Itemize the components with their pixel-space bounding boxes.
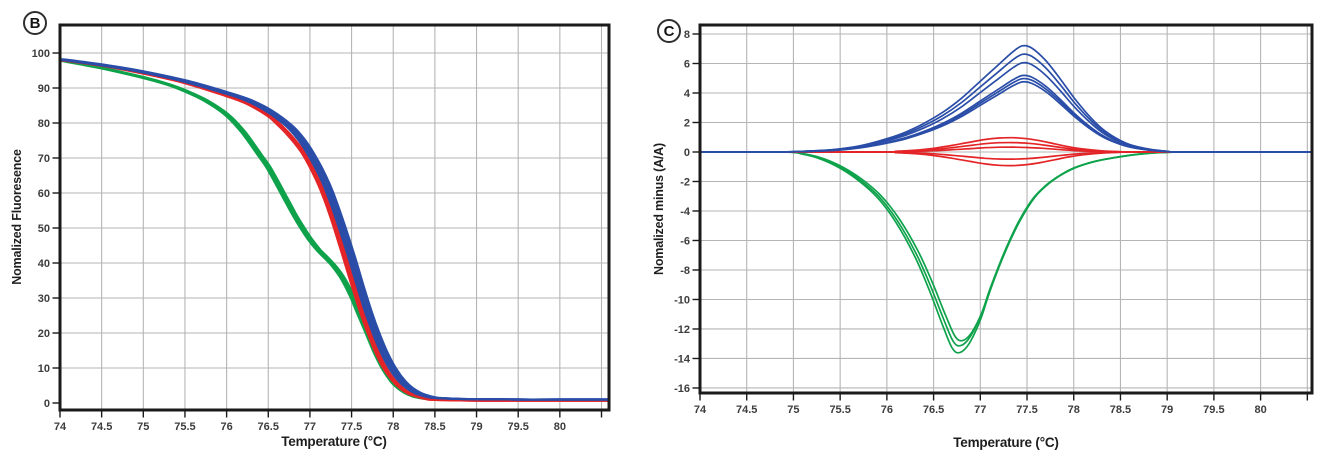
chart-B: 74 74.5 75 75.5 76 76.5 77 77.5 78 78.5 79 79.5 80 0 1… (32, 23, 611, 433)
series-red-difference (700, 136, 1312, 167)
x-tick-label: 78 (387, 421, 399, 433)
y-axis-label-b: Nomalized Fluoresence (10, 149, 24, 285)
x-axis-label-b: Temperature (°C) (281, 434, 387, 449)
y-tick-label: 30 (38, 293, 50, 305)
blue-difference-curve (700, 44, 1312, 153)
x-tick-label: 76.5 (923, 404, 944, 416)
tick-marks-B (52, 52, 603, 418)
y-tick-label: 2 (684, 117, 690, 129)
x-tick-label: 79 (470, 421, 482, 433)
red-difference-curve (700, 136, 1312, 153)
plot-frame-C (698, 23, 1314, 395)
y-tick-label: -12 (674, 324, 690, 336)
panel-badge-b: B (23, 11, 47, 35)
x-tick-label: 80 (1254, 404, 1266, 416)
y-tick-label: -4 (680, 206, 691, 218)
x-tick-label: 75.5 (174, 421, 195, 433)
y-tick-label: 0 (44, 398, 50, 410)
blue-wildtype-curve (60, 58, 607, 401)
y-tick-label: -16 (674, 383, 690, 395)
red-variant-curve (60, 59, 609, 402)
blue-wildtype-curve (60, 58, 609, 401)
y-tick-label: 6 (684, 58, 690, 70)
y-tick-label: 40 (38, 258, 50, 270)
y-axis-label-c: Nomalized minus (A/A) (652, 143, 666, 275)
series-green-difference (700, 150, 1312, 354)
chart-C: 74 74.5 75 75.5 76 76.5 77 77.5 78 78.5 79 79.5 80 8 6… (674, 23, 1314, 416)
y-tick-label: 80 (38, 118, 50, 130)
plot-frame-B (58, 23, 611, 412)
y-tick-label: 50 (38, 223, 50, 235)
x-tick-label: 78 (1068, 404, 1080, 416)
x-tick-label: 80 (554, 421, 566, 433)
x-tick-label: 75 (137, 421, 149, 433)
green-variant-curve (60, 59, 608, 401)
y-tick-label: -2 (680, 176, 690, 188)
y-tick-label: 60 (38, 188, 50, 200)
x-tick-label: 76 (220, 421, 232, 433)
x-tick-label: 77.5 (1016, 404, 1037, 416)
green-difference-curve (701, 150, 1312, 342)
series-C (700, 44, 1312, 354)
x-tick-label: 79.5 (1203, 404, 1224, 416)
x-tick-label: 78.5 (424, 421, 445, 433)
red-difference-curve (700, 151, 1312, 167)
x-tick-label: 74.5 (736, 404, 757, 416)
x-tick-label: 76 (881, 404, 893, 416)
series-red-variant (60, 58, 609, 402)
blue-difference-curve (700, 80, 1312, 153)
y-tick-label: 20 (38, 328, 50, 340)
x-tick-label: 74 (694, 404, 707, 416)
x-tick-label: 79.5 (507, 421, 528, 433)
x-tick-label: 76.5 (258, 421, 279, 433)
series-B (60, 58, 609, 402)
series-blue-wildtype (60, 58, 609, 401)
y-tick-label: 10 (38, 363, 50, 375)
x-tick-label: 78.5 (1110, 404, 1131, 416)
y-tick-label: 70 (38, 153, 50, 165)
y-tick-label: -10 (674, 294, 690, 306)
series-blue-difference (700, 44, 1312, 153)
x-tick-label: 75 (787, 404, 799, 416)
panel-label-c: C (663, 22, 675, 40)
x-axis-label-c: Temperature (°C) (953, 435, 1059, 450)
x-tick-label: 77 (974, 404, 986, 416)
y-tick-label: 4 (684, 88, 691, 100)
y-tick-label: -8 (680, 265, 690, 277)
x-tick-label: 79 (1161, 404, 1173, 416)
tick-labels-B: 74 74.5 75 75.5 76 76.5 77 77.5 78 78.5 79 79.5 80 0 1… (32, 48, 566, 433)
y-tick-label: 100 (32, 48, 50, 60)
panel-label-b: B (29, 14, 41, 32)
x-tick-label: 75.5 (829, 404, 850, 416)
red-variant-curve (60, 58, 609, 402)
tick-labels-C: 74 74.5 75 75.5 76 76.5 77 77.5 78 78.5 79 79.5 80 8 6… (674, 29, 1267, 416)
tick-marks-C (692, 33, 1309, 401)
x-tick-label: 77.5 (341, 421, 362, 433)
y-tick-label: 8 (684, 29, 690, 41)
x-tick-label: 74 (54, 421, 67, 433)
y-tick-label: 0 (684, 147, 690, 159)
y-tick-label: -14 (674, 353, 691, 365)
blue-difference-curve (700, 61, 1312, 153)
x-tick-label: 74.5 (91, 421, 112, 433)
y-tick-label: -6 (680, 235, 690, 247)
panel-badge-c: C (657, 19, 681, 43)
blue-wildtype-curve (62, 58, 609, 401)
y-tick-label: 90 (38, 83, 50, 95)
x-tick-label: 77 (304, 421, 316, 433)
gridlines-C (700, 25, 1312, 393)
